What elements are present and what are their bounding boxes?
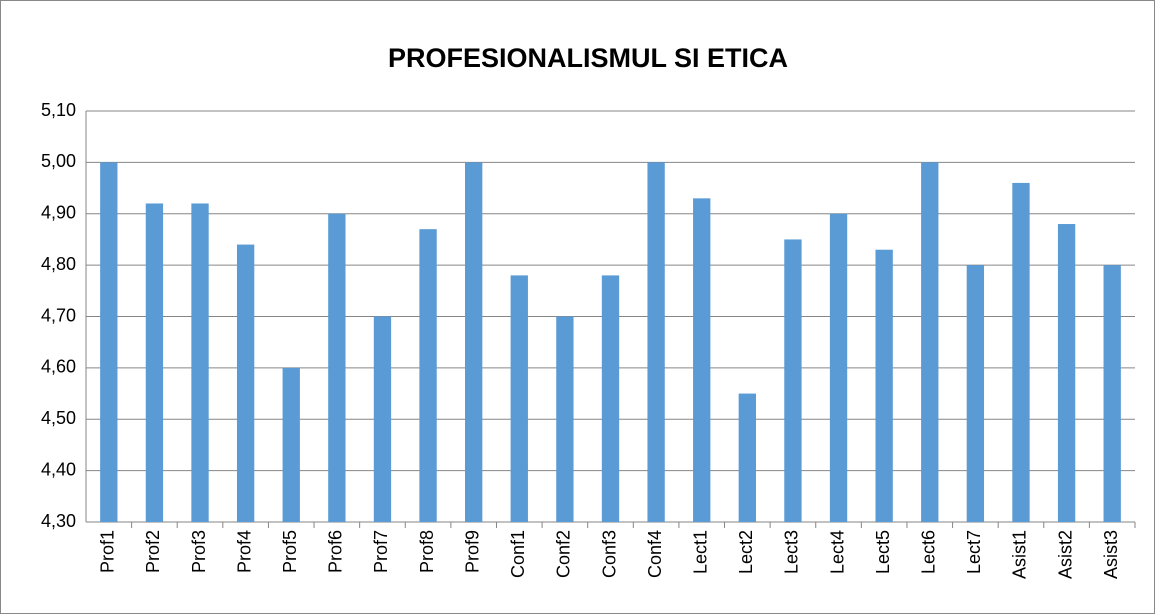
x-tick-label: Asist3 bbox=[1101, 530, 1121, 579]
x-tick-label: Conf2 bbox=[554, 530, 574, 578]
bar bbox=[510, 275, 528, 522]
x-tick-label: Conf4 bbox=[645, 530, 665, 578]
bar bbox=[1103, 265, 1121, 522]
y-tick-label: 4,80 bbox=[41, 254, 76, 274]
x-tick-label: Lect7 bbox=[964, 530, 984, 574]
y-tick-label: 5,10 bbox=[41, 100, 76, 120]
bar bbox=[419, 229, 437, 522]
bar bbox=[1057, 224, 1076, 522]
x-tick-label: Prof7 bbox=[371, 530, 391, 573]
y-tick-label: 5,00 bbox=[41, 151, 76, 171]
y-tick-label: 4,30 bbox=[41, 511, 76, 531]
bar bbox=[875, 249, 893, 522]
x-tick-label: Prof5 bbox=[280, 530, 300, 573]
bar bbox=[556, 316, 574, 522]
x-tick-label: Prof9 bbox=[462, 530, 482, 573]
x-tick-label: Lect2 bbox=[736, 530, 756, 574]
bar bbox=[693, 198, 711, 522]
bar bbox=[100, 162, 118, 522]
bar bbox=[328, 213, 346, 522]
bar bbox=[601, 275, 620, 522]
y-tick-label: 4,50 bbox=[41, 408, 76, 428]
y-tick-label: 4,70 bbox=[41, 305, 76, 325]
x-tick-label: Asist2 bbox=[1055, 530, 1075, 579]
bar bbox=[829, 213, 848, 522]
bar bbox=[1012, 182, 1030, 523]
x-tick-label: Conf1 bbox=[508, 530, 528, 578]
x-tick-label: Prof8 bbox=[417, 530, 437, 573]
bar bbox=[784, 239, 802, 522]
x-tick-label: Asist1 bbox=[1010, 530, 1030, 579]
y-tick-label: 4,60 bbox=[41, 357, 76, 377]
bar bbox=[738, 393, 756, 522]
x-tick-label: Prof4 bbox=[234, 530, 254, 573]
bar bbox=[191, 203, 209, 522]
x-tick-label: Lect6 bbox=[919, 530, 939, 574]
y-tick-label: 4,90 bbox=[41, 203, 76, 223]
chart-title: PROFESIONALISMUL SI ETICA bbox=[388, 43, 788, 73]
bar bbox=[921, 162, 939, 522]
x-tick-label: Prof1 bbox=[98, 530, 118, 573]
x-tick-label: Prof6 bbox=[326, 530, 346, 573]
x-tick-label: Conf3 bbox=[599, 530, 619, 578]
bar bbox=[966, 265, 985, 522]
x-tick-label: Lect1 bbox=[690, 530, 710, 574]
bar bbox=[373, 316, 392, 522]
y-tick-label: 4,40 bbox=[41, 459, 76, 479]
bar bbox=[236, 244, 255, 522]
x-tick-label: Lect4 bbox=[827, 530, 847, 574]
x-tick-label: Prof2 bbox=[143, 530, 163, 573]
bar bbox=[465, 162, 483, 522]
bar bbox=[282, 367, 300, 522]
x-tick-label: Prof3 bbox=[189, 530, 209, 573]
x-tick-label: Lect5 bbox=[873, 530, 893, 574]
bar bbox=[647, 162, 665, 522]
bar bbox=[145, 203, 164, 522]
x-tick-label: Lect3 bbox=[782, 530, 802, 574]
